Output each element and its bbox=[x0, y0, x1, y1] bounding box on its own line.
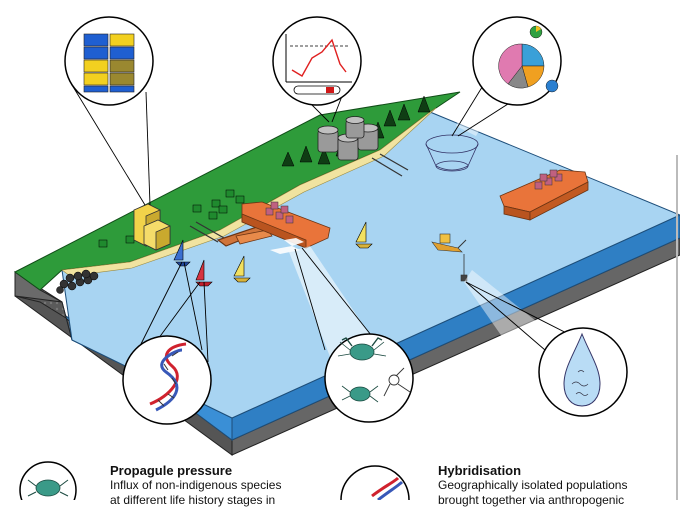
pie-chart-icon bbox=[472, 16, 562, 106]
line-chart-icon bbox=[272, 16, 362, 106]
ship-wake bbox=[270, 238, 304, 254]
page-edge-line bbox=[676, 155, 678, 500]
legend-hybrid-desc-2: brought together via anthropogenic bbox=[438, 493, 625, 507]
cargo-ship-offshore bbox=[499, 169, 589, 221]
heatmap-grid-icon bbox=[64, 16, 154, 106]
water-sample-drop-icon bbox=[538, 327, 628, 417]
sailboats bbox=[173, 221, 373, 287]
callout-lines bbox=[71, 77, 601, 363]
legend-dna-icon bbox=[340, 465, 410, 500]
crab-larvae-icon bbox=[324, 333, 414, 423]
legend-propagule-desc-1: Influx of non-indigenous species bbox=[110, 478, 282, 492]
dna-helix-icon bbox=[122, 335, 212, 425]
legend-crab-icon bbox=[19, 461, 77, 500]
breakwater-rocks bbox=[56, 269, 99, 294]
harbour-pier bbox=[235, 229, 273, 245]
legend-hybrid-desc-1: Geographically isolated populations bbox=[438, 478, 628, 492]
aquaculture-net-pen bbox=[425, 134, 479, 172]
survey-vessel bbox=[431, 233, 468, 282]
legend-propagule-desc-2: at different life history stages in bbox=[110, 493, 276, 507]
legend-propagule-title: Propagule pressure bbox=[110, 463, 233, 478]
apartment-buildings bbox=[133, 203, 171, 251]
legend-propagule-pressure: Propagule pressure Influx of non-indigen… bbox=[110, 463, 310, 508]
storage-tanks bbox=[317, 116, 379, 161]
beach bbox=[61, 107, 437, 277]
legend-hybridisation: Hybridisation Geographically isolated po… bbox=[438, 463, 663, 508]
legend-hybrid-title: Hybridisation bbox=[438, 463, 522, 478]
